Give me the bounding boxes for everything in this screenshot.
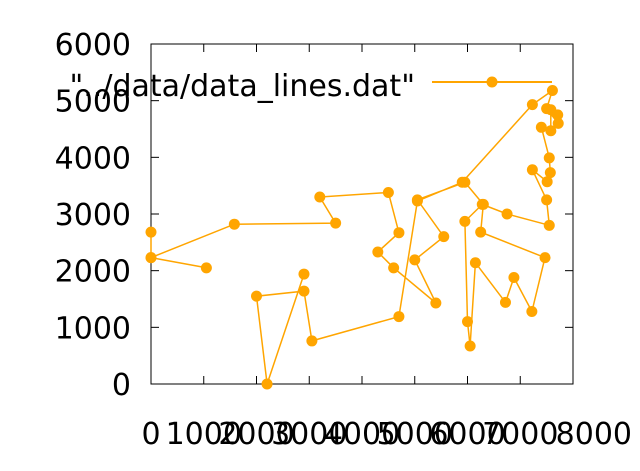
x-tick-label: 1000: [166, 417, 242, 452]
data-point: [409, 254, 421, 266]
data-point: [459, 215, 471, 227]
x-tick-label: 0: [141, 417, 160, 452]
data-point: [543, 152, 555, 164]
data-point: [526, 305, 538, 317]
data-point: [372, 246, 384, 258]
data-point: [298, 268, 310, 280]
y-tick-label: 0: [112, 368, 131, 403]
data-point: [501, 208, 513, 220]
data-point: [251, 290, 262, 302]
data-point: [552, 109, 564, 121]
data-point: [298, 285, 310, 297]
data-point: [145, 226, 157, 238]
data-point: [393, 311, 405, 323]
data-point: [541, 103, 553, 115]
data-point: [430, 297, 442, 309]
x-tick-label: 7000: [482, 417, 558, 452]
data-point: [541, 194, 553, 206]
series-line: [148, 88, 560, 385]
data-point: [499, 296, 511, 308]
data-point: [261, 378, 273, 390]
x-tick-label: 8000: [556, 417, 632, 452]
data-point: [462, 316, 473, 328]
data-point: [306, 335, 318, 347]
data-point: [475, 226, 487, 238]
y-tick-label: 1000: [55, 311, 131, 346]
data-point: [438, 231, 450, 243]
data-point: [508, 271, 520, 283]
data-point: [541, 176, 553, 188]
x-tick-label: 6000: [429, 417, 505, 452]
data-point: [535, 121, 547, 133]
data-point: [543, 219, 555, 231]
data-point: [200, 262, 212, 274]
x-tick-label: 4000: [324, 417, 400, 452]
y-tick-label: 3000: [55, 198, 131, 233]
legend: "../data/data_lines.dat": [69, 69, 552, 104]
data-point: [388, 262, 400, 274]
data-point: [145, 252, 157, 264]
y-tick-label: 2000: [55, 255, 131, 290]
series-line-group: [148, 88, 560, 385]
data-point: [314, 191, 326, 203]
legend-label: "../data/data_lines.dat": [69, 69, 415, 104]
data-point: [464, 340, 476, 352]
x-tick-label: 5000: [377, 417, 453, 452]
data-point: [526, 99, 538, 111]
x-tick-label: 3000: [271, 417, 347, 452]
y-tick-label: 4000: [55, 141, 131, 176]
data-point: [411, 195, 423, 207]
data-point: [544, 167, 556, 179]
y-tick-label: 6000: [55, 28, 131, 63]
data-point: [552, 117, 564, 129]
data-point: [545, 125, 557, 137]
data-point: [469, 257, 481, 269]
data-point: [330, 217, 342, 229]
series-points-group: [145, 84, 564, 390]
data-point: [382, 186, 394, 198]
data-point: [456, 176, 468, 188]
data-point: [228, 218, 240, 230]
y-tick-label: 5000: [55, 85, 131, 120]
data-point: [539, 252, 551, 264]
data-point: [393, 227, 405, 239]
data-point: [476, 198, 488, 210]
data-point: [526, 164, 538, 176]
x-tick-label: 2000: [218, 417, 294, 452]
legend-marker: [486, 76, 498, 88]
y-axis: 0 1000 2000 3000 4000 5000 6000: [55, 28, 573, 403]
data-point: [546, 84, 558, 96]
